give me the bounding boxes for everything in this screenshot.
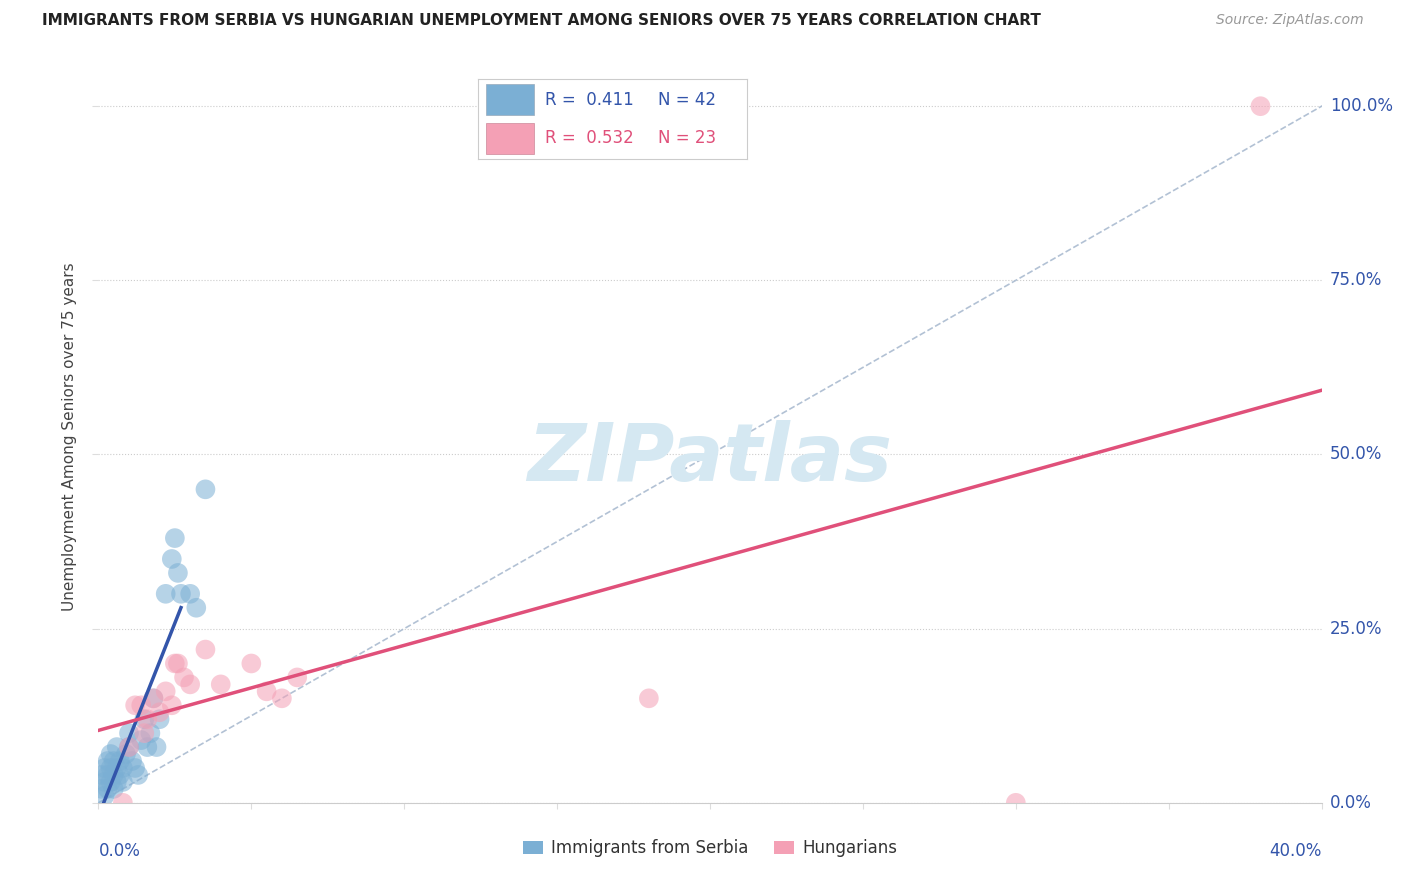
Text: Source: ZipAtlas.com: Source: ZipAtlas.com xyxy=(1216,13,1364,28)
Point xyxy=(155,587,177,601)
Point xyxy=(139,726,162,740)
Point xyxy=(105,761,128,775)
Point xyxy=(97,781,120,796)
Point xyxy=(163,657,186,671)
Point xyxy=(103,768,125,782)
Point xyxy=(129,733,152,747)
Text: 100.0%: 100.0% xyxy=(1330,97,1393,115)
Point xyxy=(209,677,232,691)
Point xyxy=(111,761,134,775)
Point xyxy=(1004,796,1026,810)
Point xyxy=(90,781,112,796)
Point xyxy=(103,754,125,768)
Y-axis label: Unemployment Among Seniors over 75 years: Unemployment Among Seniors over 75 years xyxy=(62,263,77,611)
Point xyxy=(155,684,177,698)
Point xyxy=(637,691,661,706)
Point xyxy=(100,775,122,789)
Point xyxy=(93,775,115,789)
Point xyxy=(124,761,146,775)
Point xyxy=(93,761,115,775)
Point xyxy=(118,740,141,755)
Point xyxy=(124,698,146,713)
Point xyxy=(179,587,201,601)
Point xyxy=(270,691,292,706)
Point xyxy=(118,740,141,755)
Point xyxy=(134,712,156,726)
Point xyxy=(111,796,134,810)
Point xyxy=(167,657,190,671)
Point xyxy=(194,642,217,657)
Point xyxy=(149,705,172,719)
Legend: Immigrants from Serbia, Hungarians: Immigrants from Serbia, Hungarians xyxy=(516,832,904,864)
Point xyxy=(115,747,138,761)
Text: ZIPatlas: ZIPatlas xyxy=(527,420,893,498)
Point xyxy=(240,657,263,671)
Point xyxy=(186,600,208,615)
Text: IMMIGRANTS FROM SERBIA VS HUNGARIAN UNEMPLOYMENT AMONG SENIORS OVER 75 YEARS COR: IMMIGRANTS FROM SERBIA VS HUNGARIAN UNEM… xyxy=(42,13,1040,29)
Point xyxy=(142,691,165,706)
Point xyxy=(103,781,125,796)
Point xyxy=(108,768,131,782)
Point xyxy=(93,789,115,803)
Point xyxy=(134,726,156,740)
Point xyxy=(136,740,159,755)
Text: 0.0%: 0.0% xyxy=(1330,794,1372,812)
Point xyxy=(121,754,143,768)
Point xyxy=(145,740,167,755)
Point xyxy=(285,670,308,684)
Point xyxy=(142,691,165,706)
Point xyxy=(90,768,112,782)
Text: 50.0%: 50.0% xyxy=(1330,445,1382,464)
Point xyxy=(105,740,128,755)
Point xyxy=(100,747,122,761)
Point xyxy=(160,698,183,713)
Point xyxy=(136,712,159,726)
Point xyxy=(163,531,186,545)
Point xyxy=(100,761,122,775)
Point xyxy=(194,483,217,497)
Point xyxy=(97,754,120,768)
Point xyxy=(97,768,120,782)
Text: 25.0%: 25.0% xyxy=(1330,620,1382,638)
Point xyxy=(173,670,195,684)
Point xyxy=(105,775,128,789)
Text: 75.0%: 75.0% xyxy=(1330,271,1382,289)
Point xyxy=(167,566,190,580)
Point xyxy=(127,768,149,782)
Point xyxy=(1249,99,1271,113)
Point xyxy=(149,712,172,726)
Point xyxy=(108,754,131,768)
Point xyxy=(111,775,134,789)
Text: 40.0%: 40.0% xyxy=(1270,842,1322,860)
Point xyxy=(179,677,201,691)
Point xyxy=(256,684,278,698)
Point xyxy=(160,552,183,566)
Point xyxy=(129,698,152,713)
Point xyxy=(118,726,141,740)
Point xyxy=(170,587,193,601)
Text: 0.0%: 0.0% xyxy=(98,842,141,860)
